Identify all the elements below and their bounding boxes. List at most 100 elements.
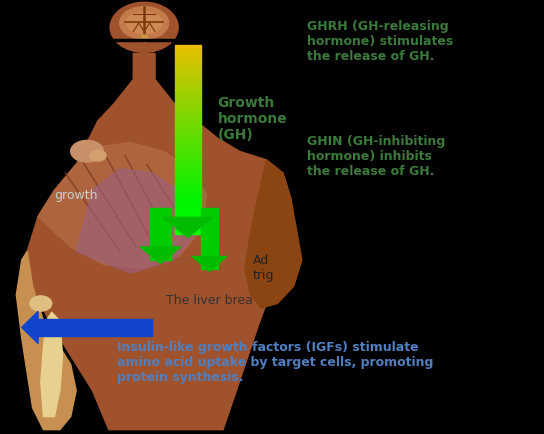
Bar bbox=[150, 248, 171, 249]
Bar bbox=[175, 52, 201, 55]
Bar bbox=[150, 256, 171, 257]
Bar bbox=[201, 210, 218, 211]
Bar bbox=[175, 86, 201, 89]
Bar bbox=[150, 231, 171, 232]
Polygon shape bbox=[38, 143, 207, 269]
Bar bbox=[150, 212, 171, 213]
Bar bbox=[175, 124, 201, 127]
Bar bbox=[175, 112, 201, 115]
Bar bbox=[150, 218, 171, 219]
Bar bbox=[150, 250, 171, 251]
Bar bbox=[175, 219, 201, 222]
Bar bbox=[175, 181, 201, 184]
Bar bbox=[201, 250, 218, 251]
Bar bbox=[201, 242, 218, 243]
Bar bbox=[175, 228, 201, 231]
Bar bbox=[201, 237, 218, 238]
Bar bbox=[150, 243, 171, 244]
Polygon shape bbox=[163, 218, 213, 238]
Bar bbox=[150, 244, 171, 245]
Bar bbox=[175, 190, 201, 194]
Bar bbox=[150, 211, 171, 212]
Text: Growth
hormone
(GH): Growth hormone (GH) bbox=[218, 95, 287, 142]
Bar bbox=[201, 235, 218, 236]
Bar bbox=[201, 218, 218, 220]
Bar bbox=[150, 235, 171, 236]
Bar bbox=[201, 244, 218, 245]
Bar bbox=[150, 254, 171, 255]
Bar bbox=[175, 80, 201, 83]
Bar bbox=[175, 156, 201, 159]
Bar bbox=[150, 258, 171, 259]
Bar bbox=[201, 215, 218, 217]
Bar bbox=[175, 93, 201, 96]
Bar bbox=[201, 251, 218, 252]
Bar bbox=[150, 257, 171, 258]
Text: GHIN (GH-inhibiting
hormone) inhibits
the release of GH.: GHIN (GH-inhibiting hormone) inhibits th… bbox=[307, 135, 446, 178]
Bar bbox=[150, 221, 171, 222]
Bar bbox=[175, 212, 201, 215]
Bar bbox=[175, 83, 201, 86]
Bar bbox=[150, 229, 171, 230]
Polygon shape bbox=[41, 312, 63, 417]
Bar bbox=[150, 234, 171, 235]
Bar bbox=[201, 266, 218, 267]
Bar bbox=[175, 200, 201, 203]
Bar bbox=[38, 319, 152, 336]
Bar bbox=[150, 223, 171, 224]
Bar bbox=[175, 203, 201, 206]
Bar bbox=[201, 249, 218, 250]
Bar bbox=[201, 259, 218, 260]
Polygon shape bbox=[76, 169, 196, 273]
Bar bbox=[201, 261, 218, 262]
Bar bbox=[201, 243, 218, 244]
Polygon shape bbox=[245, 161, 302, 308]
Bar bbox=[150, 240, 171, 241]
Bar bbox=[201, 224, 218, 226]
Bar bbox=[150, 249, 171, 250]
Bar bbox=[150, 216, 171, 217]
Bar bbox=[201, 223, 218, 224]
Bar bbox=[150, 255, 171, 256]
Bar bbox=[150, 237, 171, 238]
Ellipse shape bbox=[120, 7, 169, 40]
Bar bbox=[175, 105, 201, 108]
Bar bbox=[201, 240, 218, 241]
Bar bbox=[201, 233, 218, 235]
Bar bbox=[175, 222, 201, 225]
Bar bbox=[201, 230, 218, 232]
Bar bbox=[175, 174, 201, 178]
Bar bbox=[175, 58, 201, 61]
Bar bbox=[201, 254, 218, 255]
Bar bbox=[201, 214, 218, 215]
Bar bbox=[150, 238, 171, 239]
Bar bbox=[201, 264, 218, 265]
Bar bbox=[150, 222, 171, 223]
Bar bbox=[201, 253, 218, 254]
Bar bbox=[201, 262, 218, 263]
Polygon shape bbox=[16, 252, 76, 430]
Bar bbox=[150, 208, 171, 209]
Bar bbox=[150, 226, 171, 227]
Bar bbox=[201, 256, 218, 257]
Bar bbox=[201, 220, 218, 221]
Bar bbox=[175, 127, 201, 131]
Bar bbox=[201, 217, 218, 218]
Bar bbox=[150, 209, 171, 210]
Bar bbox=[175, 140, 201, 143]
Bar bbox=[175, 102, 201, 105]
Bar bbox=[175, 99, 201, 102]
Bar bbox=[175, 206, 201, 209]
Bar bbox=[175, 115, 201, 118]
Bar bbox=[150, 225, 171, 226]
Bar bbox=[201, 209, 218, 210]
Bar bbox=[201, 241, 218, 242]
Bar bbox=[150, 236, 171, 237]
Text: GHRH (GH-releasing
hormone) stimulates
the release of GH.: GHRH (GH-releasing hormone) stimulates t… bbox=[307, 20, 454, 62]
Bar bbox=[175, 159, 201, 162]
Bar bbox=[201, 239, 218, 240]
Bar bbox=[201, 245, 218, 246]
Bar bbox=[175, 215, 201, 219]
Bar bbox=[150, 214, 171, 215]
Ellipse shape bbox=[30, 296, 52, 312]
